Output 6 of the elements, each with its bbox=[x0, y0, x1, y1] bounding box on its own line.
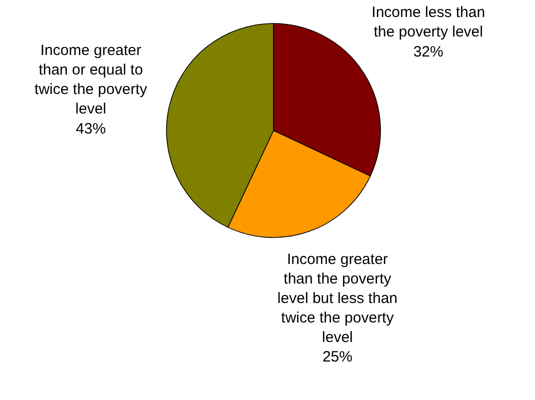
slice-label: Income greater than the poverty level but less than twice the poverty level bbox=[277, 250, 398, 346]
data-label: 43% bbox=[76, 120, 106, 138]
data-label: 25% bbox=[322, 348, 352, 366]
slice-label: Income less than the poverty level bbox=[372, 4, 486, 41]
data-label: 32% bbox=[413, 43, 444, 60]
slice-label: Income greater than or equal to twice the poverty level bbox=[34, 42, 148, 118]
